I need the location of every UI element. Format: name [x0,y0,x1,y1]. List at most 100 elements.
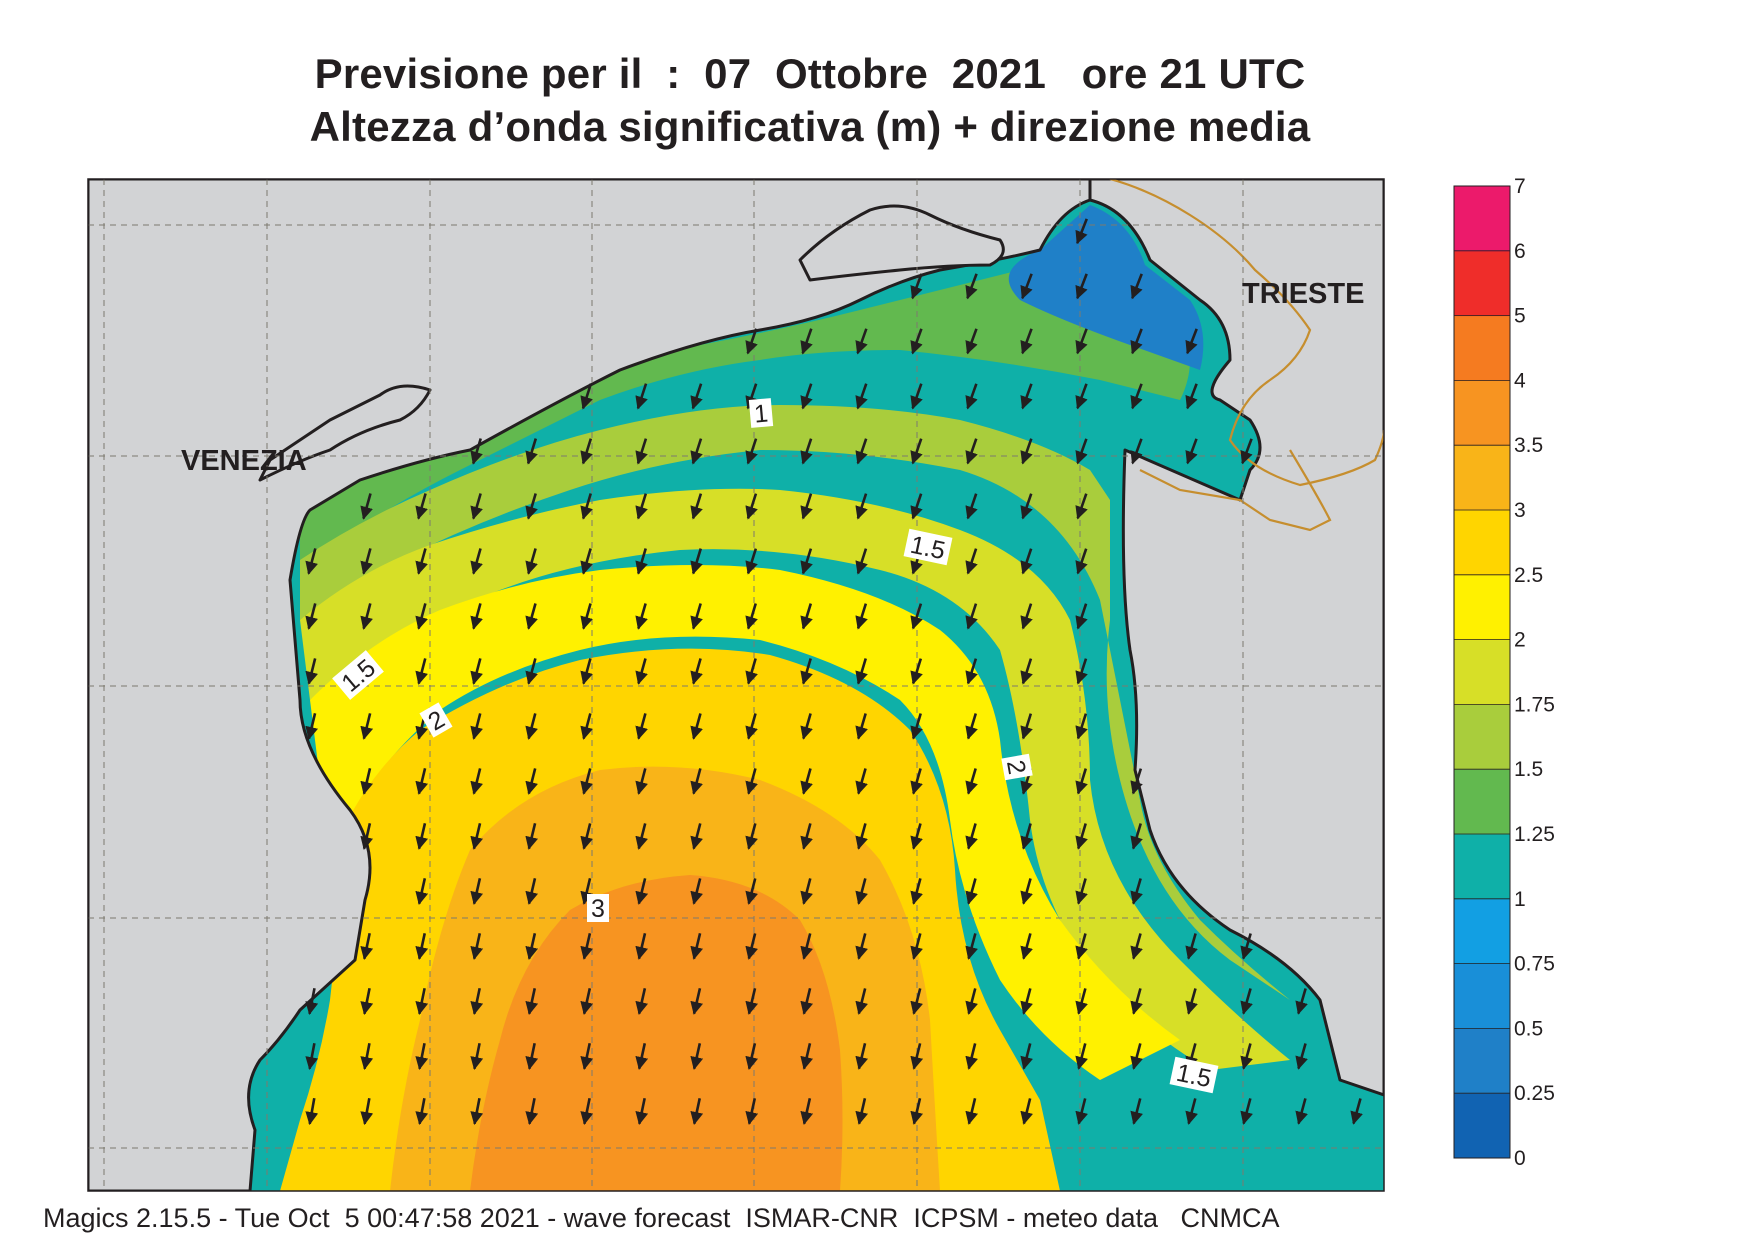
direction-arrow [580,988,594,1015]
direction-arrow [800,1043,814,1070]
direction-arrow [525,878,539,905]
legend-swatch [1454,250,1510,317]
direction-arrow [800,548,813,575]
direction-arrow [580,713,593,740]
direction-arrow [910,988,923,1015]
direction-arrow [635,768,648,795]
map-footer-credits: Magics 2.15.5 - Tue Oct 5 00:47:58 2021 … [43,1203,1280,1233]
direction-arrow [690,438,703,465]
direction-arrow [855,493,868,520]
legend-tick-label: 5 [1514,305,1526,328]
direction-arrow [745,493,758,520]
direction-arrow [690,1098,704,1125]
direction-arrow [635,438,648,465]
direction-arrow [470,878,484,905]
direction-arrow [965,493,978,520]
direction-arrow [1295,988,1308,1015]
direction-arrow [415,548,428,575]
direction-arrow [910,1098,924,1125]
legend-tick-label: 1.25 [1514,823,1555,846]
direction-arrow [360,823,374,850]
direction-arrow [360,548,373,575]
direction-arrow [910,658,923,685]
direction-arrow [1130,878,1143,905]
direction-arrow [855,1043,869,1070]
direction-arrow [360,603,373,630]
direction-arrow [525,603,538,630]
direction-arrow [1020,658,1033,685]
legend-tick-label: 3.5 [1514,434,1543,457]
direction-arrow [635,878,649,905]
map-title-line2: Altezza d’onda significativa (m) + direz… [309,103,1311,150]
direction-arrow [635,383,648,410]
wave-direction-arrows [305,218,1363,1126]
direction-arrow [1020,438,1033,465]
contour-label-3: 3 [587,894,609,923]
direction-arrow [470,713,483,740]
direction-arrow [1075,933,1088,960]
direction-arrow [1130,933,1143,960]
direction-arrow [965,878,978,905]
direction-arrow [1020,823,1033,850]
direction-arrow [470,1097,484,1126]
direction-arrow [1020,603,1033,630]
direction-arrow [525,438,538,465]
direction-arrow [910,328,923,355]
map-frame [87,178,1385,1192]
direction-arrow [580,603,593,630]
direction-arrow [855,438,868,465]
legend-tick-label: 2 [1514,629,1526,652]
legend-tick-label: 1.75 [1514,693,1555,716]
direction-arrow [1075,1043,1088,1070]
direction-arrow [1130,768,1143,795]
legend-tick-label: 1.5 [1514,758,1543,781]
sea-band-8 [1008,205,1204,370]
direction-arrow [965,438,978,465]
graticule-grid [88,179,1384,1191]
legend-swatch [1454,186,1510,252]
direction-arrow [1075,658,1088,685]
direction-arrow [965,273,978,300]
sea-band-4 [310,565,1180,1080]
direction-arrow [965,823,978,850]
direction-arrow [800,383,813,410]
contour-label-1-5-south: 1.5 [1169,1056,1219,1093]
direction-arrow [1295,1098,1308,1125]
direction-arrow [745,878,758,905]
direction-arrow [1075,768,1088,795]
direction-arrow [470,823,484,850]
direction-arrow [690,713,703,740]
direction-arrow [800,878,813,905]
direction-arrow [1185,988,1198,1015]
legend-ticks: 0 0.25 0.5 0.75 1 1.25 1.5 1.75 2 2.5 3 3.5 4 5 6 7 [1454,175,1555,1170]
direction-arrow [745,548,758,575]
legend-swatch [1454,963,1510,1029]
direction-arrow [1020,1043,1033,1070]
direction-arrow [745,658,758,685]
direction-arrow [855,1098,869,1125]
direction-arrow [1075,328,1088,355]
direction-arrow [690,603,703,630]
direction-arrow [1240,933,1253,960]
direction-arrow [690,658,703,685]
direction-arrow [1075,548,1088,575]
direction-arrow [800,933,813,960]
direction-arrow [470,603,483,630]
direction-arrow [580,1098,594,1126]
direction-arrow [580,658,593,685]
direction-arrow [635,1098,649,1125]
direction-arrow [470,438,483,465]
legend-swatches [1454,186,1510,1159]
direction-arrow [745,768,758,795]
direction-arrow [305,1097,319,1126]
legend-tick-label: 1 [1514,888,1526,911]
direction-arrow [635,933,649,960]
direction-arrow [470,493,483,520]
direction-arrow [1020,988,1033,1015]
direction-arrow [1130,988,1143,1015]
direction-arrow [635,713,648,740]
direction-arrow [580,768,593,795]
direction-arrow [305,603,318,630]
legend-tick-label: 3 [1514,499,1526,522]
